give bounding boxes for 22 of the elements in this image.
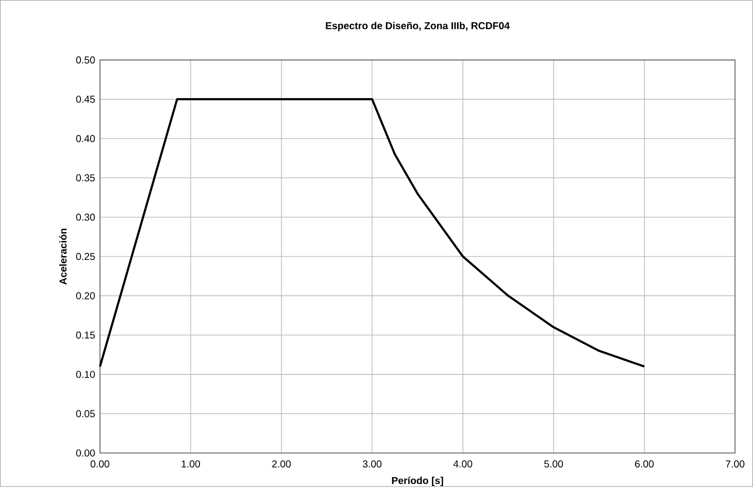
y-tick-label: 0.05 <box>76 410 95 418</box>
x-tick-label: 2.00 <box>272 460 291 468</box>
x-tick-label: 1.00 <box>182 460 200 468</box>
chart-title: Espectro de Diseño, Zona IIIb, RCDF04 <box>326 22 510 31</box>
y-tick-label: 0.45 <box>76 95 95 103</box>
x-tick-label: 4.00 <box>453 460 472 468</box>
y-axis-title: Aceleración <box>59 228 67 284</box>
y-tick-label: 0.40 <box>76 134 95 142</box>
y-tick-label: 0.35 <box>76 174 95 182</box>
y-tick-label: 0.00 <box>76 449 95 456</box>
x-tick-label: 5.00 <box>544 460 563 468</box>
x-tick-label: 3.00 <box>362 460 382 468</box>
y-tick-label: 0.20 <box>76 292 95 300</box>
y-tick-label: 0.50 <box>76 56 95 64</box>
y-tick-label: 0.25 <box>76 252 95 260</box>
y-tick-label: 0.15 <box>76 331 95 338</box>
x-tick-label: 7.00 <box>726 460 744 468</box>
y-tick-label: 0.10 <box>76 370 95 378</box>
x-axis-title: Período [s] <box>392 476 444 486</box>
x-tick-label: 0.00 <box>90 460 110 468</box>
x-tick-label: 6.00 <box>635 460 654 468</box>
y-tick-label: 0.30 <box>76 213 95 220</box>
